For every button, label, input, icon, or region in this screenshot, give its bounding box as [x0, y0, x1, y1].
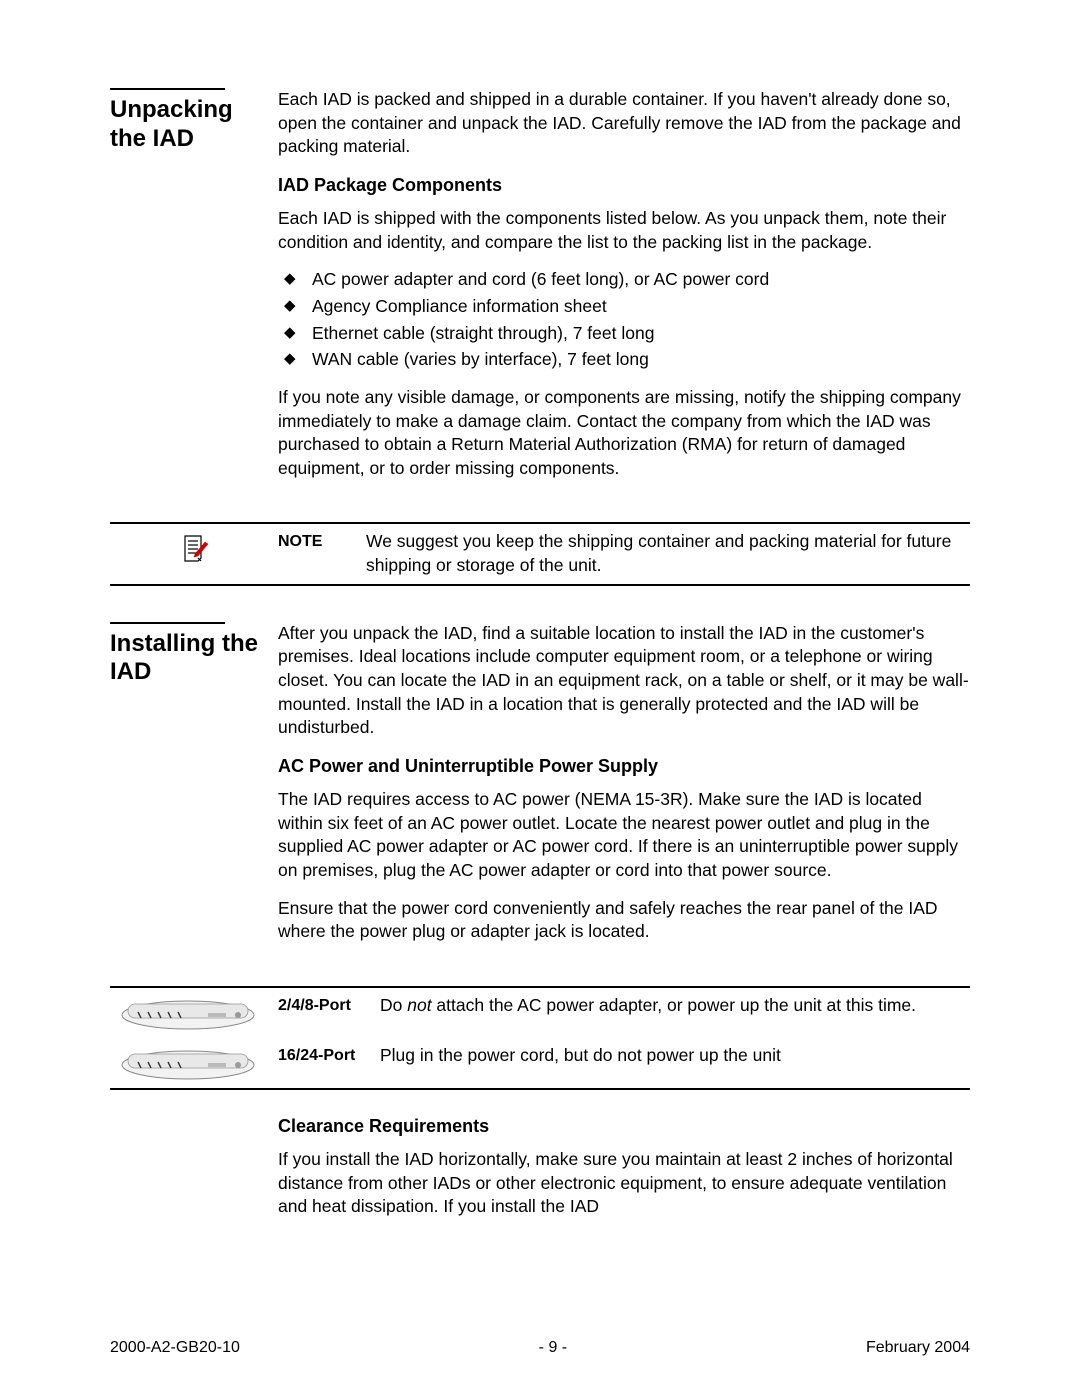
horizontal-rule	[110, 986, 970, 988]
clearance-p1: If you install the IAD horizontally, mak…	[278, 1148, 970, 1219]
list-item: Agency Compliance information sheet	[284, 295, 970, 319]
subheading-components: IAD Package Components	[278, 173, 970, 197]
device-icon-cell	[110, 1044, 278, 1082]
device-icon-cell	[110, 994, 278, 1032]
note-text: We suggest you keep the shipping contain…	[366, 530, 970, 577]
subheading-acpower: AC Power and Uninterruptible Power Suppl…	[278, 754, 970, 778]
heading-rule	[110, 88, 225, 90]
side-column: Installing the IAD	[110, 622, 278, 958]
intro-paragraph: Each IAD is packed and shipped in a dura…	[278, 88, 970, 159]
section-heading: Unpacking the IAD	[110, 96, 266, 154]
note-row: NOTE We suggest you keep the shipping co…	[110, 530, 970, 577]
note-content: NOTE We suggest you keep the shipping co…	[278, 530, 970, 577]
section-heading: Installing the IAD	[110, 630, 266, 688]
note-label: NOTE	[278, 530, 366, 577]
side-column	[110, 1108, 278, 1233]
port-row-1624: 16/24-Port Plug in the power cord, but d…	[110, 1044, 970, 1082]
main-column: Clearance Requirements If you install th…	[278, 1108, 970, 1233]
page-content: Unpacking the IAD Each IAD is packed and…	[0, 0, 1080, 1233]
acpower-p1: The IAD requires access to AC power (NEM…	[278, 788, 970, 883]
port-block: 2/4/8-Port Do not attach the AC power ad…	[110, 986, 970, 1090]
list-item: Ethernet cable (straight through), 7 fee…	[284, 322, 970, 346]
port-row-248: 2/4/8-Port Do not attach the AC power ad…	[110, 994, 970, 1032]
side-column: Unpacking the IAD	[110, 88, 278, 494]
port-content: 16/24-Port Plug in the power cord, but d…	[278, 1044, 970, 1068]
subheading-clearance: Clearance Requirements	[278, 1114, 970, 1138]
port-text-not: not	[407, 995, 431, 1015]
footer-center: - 9 -	[539, 1339, 567, 1357]
device-icon	[118, 1048, 258, 1082]
port-text-a: Do	[380, 995, 407, 1015]
footer-right: February 2004	[866, 1339, 970, 1357]
main-column: Each IAD is packed and shipped in a dura…	[278, 88, 970, 494]
list-item: AC power adapter and cord (6 feet long),…	[284, 268, 970, 292]
note-icon-cell	[110, 530, 278, 566]
components-outro: If you note any visible damage, or compo…	[278, 386, 970, 481]
port-label: 2/4/8-Port	[278, 994, 380, 1018]
main-column: After you unpack the IAD, find a suitabl…	[278, 622, 970, 958]
section-clearance: Clearance Requirements If you install th…	[110, 1108, 970, 1233]
note-icon	[177, 532, 211, 566]
horizontal-rule	[110, 1088, 970, 1090]
components-intro: Each IAD is shipped with the components …	[278, 207, 970, 254]
port-text: Plug in the power cord, but do not power…	[380, 1044, 970, 1068]
acpower-p2: Ensure that the power cord conveniently …	[278, 897, 970, 944]
device-icon	[118, 998, 258, 1032]
page-footer: 2000-A2-GB20-10 - 9 - February 2004	[110, 1339, 970, 1357]
horizontal-rule	[110, 522, 970, 524]
installing-intro: After you unpack the IAD, find a suitabl…	[278, 622, 970, 740]
list-item: WAN cable (varies by interface), 7 feet …	[284, 348, 970, 372]
port-text-b: attach the AC power adapter, or power up…	[432, 995, 916, 1015]
heading-rule	[110, 622, 225, 624]
section-unpacking: Unpacking the IAD Each IAD is packed and…	[110, 88, 970, 494]
port-content: 2/4/8-Port Do not attach the AC power ad…	[278, 994, 970, 1018]
footer-left: 2000-A2-GB20-10	[110, 1339, 240, 1357]
note-block: NOTE We suggest you keep the shipping co…	[110, 522, 970, 585]
components-list: AC power adapter and cord (6 feet long),…	[278, 268, 970, 372]
port-text: Do not attach the AC power adapter, or p…	[380, 994, 970, 1018]
port-label: 16/24-Port	[278, 1044, 380, 1068]
section-installing: Installing the IAD After you unpack the …	[110, 622, 970, 958]
horizontal-rule	[110, 584, 970, 586]
